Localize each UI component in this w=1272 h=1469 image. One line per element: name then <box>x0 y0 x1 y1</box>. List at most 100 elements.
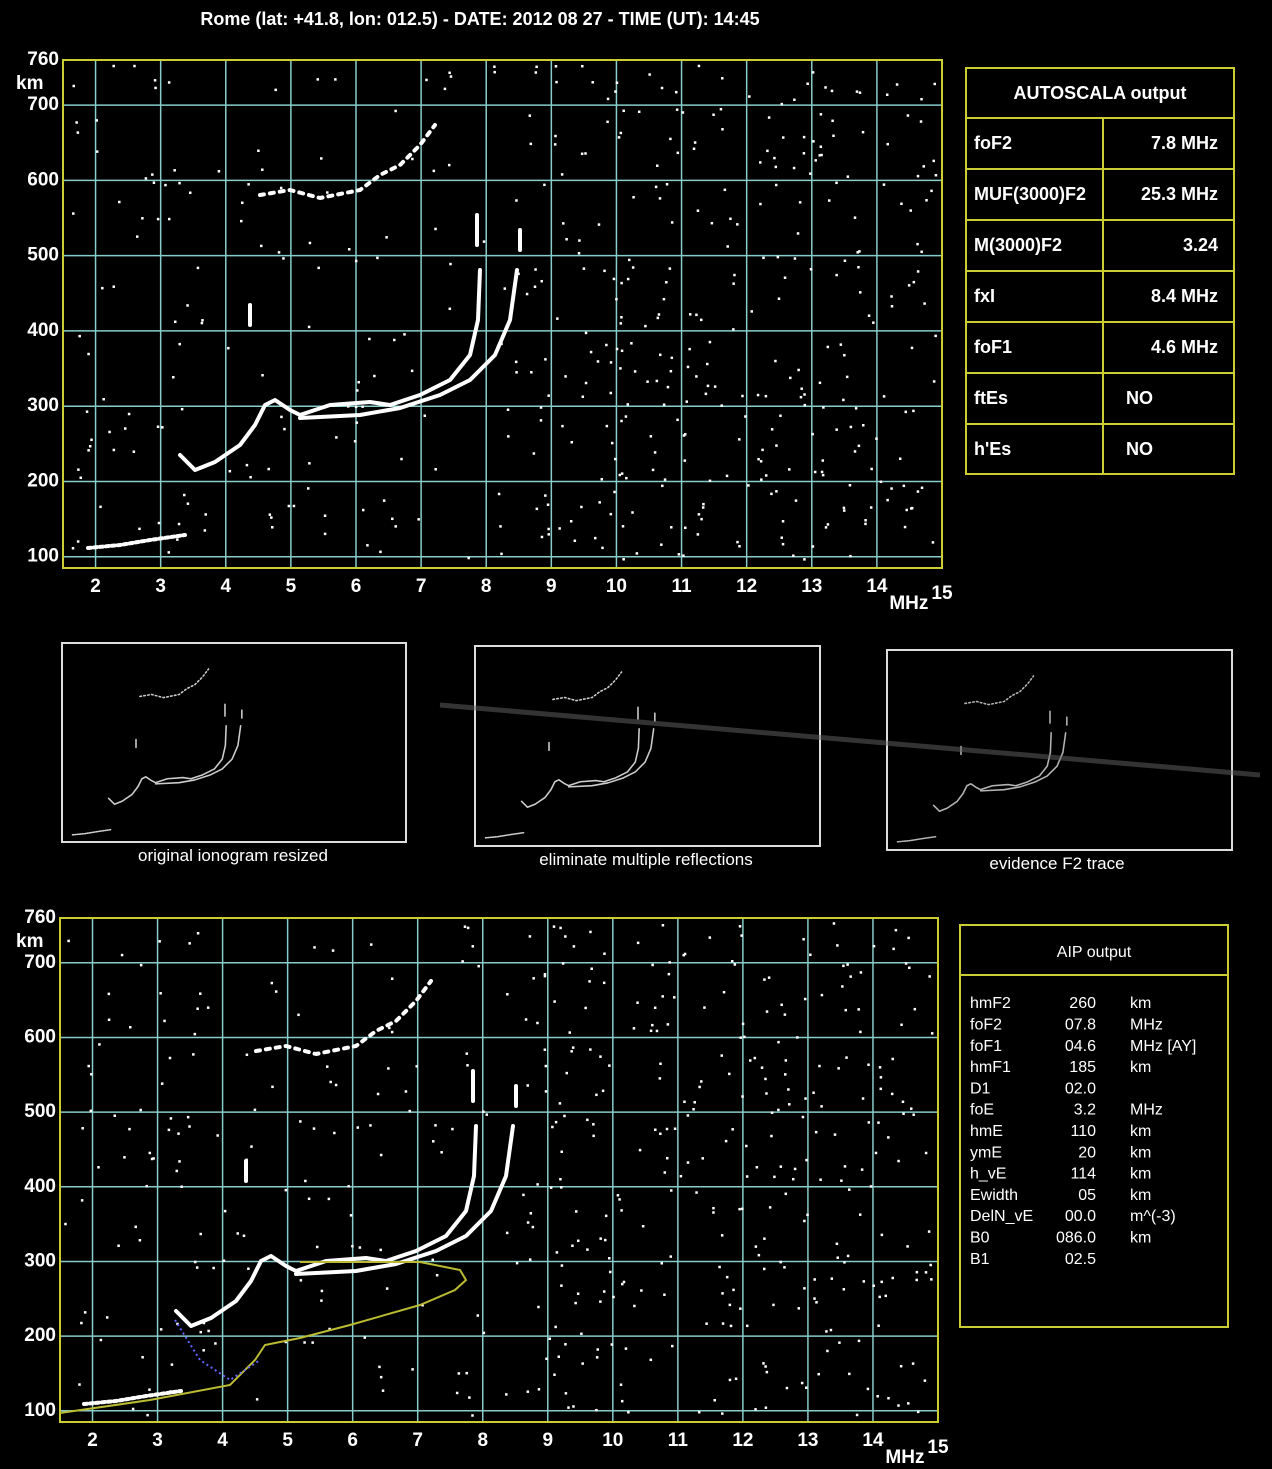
noise-dot <box>631 266 635 269</box>
noise-dot <box>570 1050 573 1053</box>
noise-dot <box>448 307 452 311</box>
noise-dot <box>895 83 899 86</box>
noise-dot <box>615 347 619 351</box>
noise-dot <box>804 1097 807 1100</box>
noise-dot <box>721 128 724 131</box>
noise-dot <box>553 143 557 146</box>
param-unit: m^(-3) <box>1130 1208 1176 1225</box>
noise-dot <box>857 1339 861 1343</box>
noise-dot <box>673 1127 677 1130</box>
noise-dot <box>257 149 260 152</box>
noise-dot <box>493 70 496 74</box>
noise-dot <box>552 925 556 928</box>
noise-dot <box>841 985 844 988</box>
noise-dot <box>299 1120 302 1123</box>
noise-dot <box>912 409 915 413</box>
noise-dot <box>789 376 792 380</box>
noise-dot <box>390 1030 394 1034</box>
noise-dot <box>334 78 337 81</box>
noise-dot <box>760 1066 764 1069</box>
noise-dot <box>354 259 358 263</box>
noise-dot <box>175 1169 179 1173</box>
noise-dot <box>777 1040 780 1044</box>
param-name: M(3000)F2 <box>974 235 1062 255</box>
noise-dot <box>840 1179 843 1182</box>
noise-dot <box>665 281 668 284</box>
noise-dot <box>534 268 537 271</box>
noise-dot <box>599 1237 602 1240</box>
noise-dot <box>800 387 803 390</box>
table-title: AIP output <box>1057 944 1132 961</box>
noise-dot <box>357 380 360 384</box>
noise-dot <box>626 403 630 406</box>
noise-dot <box>777 297 781 300</box>
noise-dot <box>403 333 406 336</box>
noise-dot <box>240 201 244 205</box>
noise-dot <box>775 490 778 493</box>
noise-dot <box>779 1260 782 1264</box>
noise-dot <box>741 394 744 398</box>
noise-dot <box>632 1027 636 1030</box>
noise-dot <box>366 544 369 547</box>
noise-dot <box>361 508 365 512</box>
noise-dot <box>725 1275 729 1279</box>
noise-dot <box>701 1157 704 1160</box>
x-tick-label: 5 <box>286 576 297 597</box>
noise-dot <box>764 1406 768 1409</box>
noise-dot <box>695 313 698 317</box>
noise-dot <box>482 1331 486 1335</box>
noise-dot <box>449 262 452 266</box>
noise-dot <box>909 507 913 510</box>
noise-dot <box>567 1406 570 1409</box>
noise-dot <box>85 410 89 413</box>
noise-dot <box>605 343 608 347</box>
noise-dot <box>327 1197 331 1201</box>
noise-dot <box>904 410 908 414</box>
noise-dot <box>560 1264 564 1267</box>
noise-dot <box>369 943 373 946</box>
noise-dot <box>838 1341 841 1344</box>
x-tick-label: 14 <box>862 1430 884 1451</box>
noise-dot <box>586 1118 589 1122</box>
noise-dot <box>537 1388 541 1391</box>
noise-dot <box>485 1113 489 1116</box>
noise-dot <box>688 347 691 351</box>
noise-dot <box>767 116 771 119</box>
noise-dot <box>274 88 277 92</box>
noise-dot <box>724 1139 728 1143</box>
noise-dot <box>539 419 543 422</box>
noise-dot <box>95 150 99 153</box>
noise-dot <box>836 944 839 947</box>
noise-dot <box>326 191 329 194</box>
noise-dot <box>835 1242 839 1246</box>
param-value: 02.0 <box>1065 1080 1096 1097</box>
noise-dot <box>722 990 726 994</box>
noise-dot <box>662 297 666 301</box>
noise-dot <box>934 174 938 177</box>
noise-dot <box>476 1314 480 1317</box>
noise-dot <box>857 265 860 269</box>
y-tick-label: 100 <box>24 1400 56 1421</box>
noise-dot <box>785 1386 789 1390</box>
noise-dot <box>772 1303 775 1307</box>
noise-dot <box>177 1132 180 1135</box>
noise-dot <box>636 1001 639 1004</box>
param-value: 07.8 <box>1065 1017 1096 1034</box>
noise-dot <box>465 1052 469 1055</box>
noise-dot <box>274 990 278 993</box>
caption: original ionogram resized <box>138 846 328 865</box>
noise-dot <box>635 552 639 555</box>
noise-dot <box>719 107 723 111</box>
noise-dot <box>589 1048 592 1051</box>
noise-dot <box>756 393 760 397</box>
noise-dot <box>743 1035 746 1039</box>
param-name: foF1 <box>974 337 1012 357</box>
noise-dot <box>902 1112 905 1115</box>
noise-dot <box>826 523 830 526</box>
noise-dot <box>67 939 70 943</box>
noise-dot <box>796 1036 799 1039</box>
noise-dot <box>858 91 862 94</box>
noise-dot <box>188 942 191 945</box>
